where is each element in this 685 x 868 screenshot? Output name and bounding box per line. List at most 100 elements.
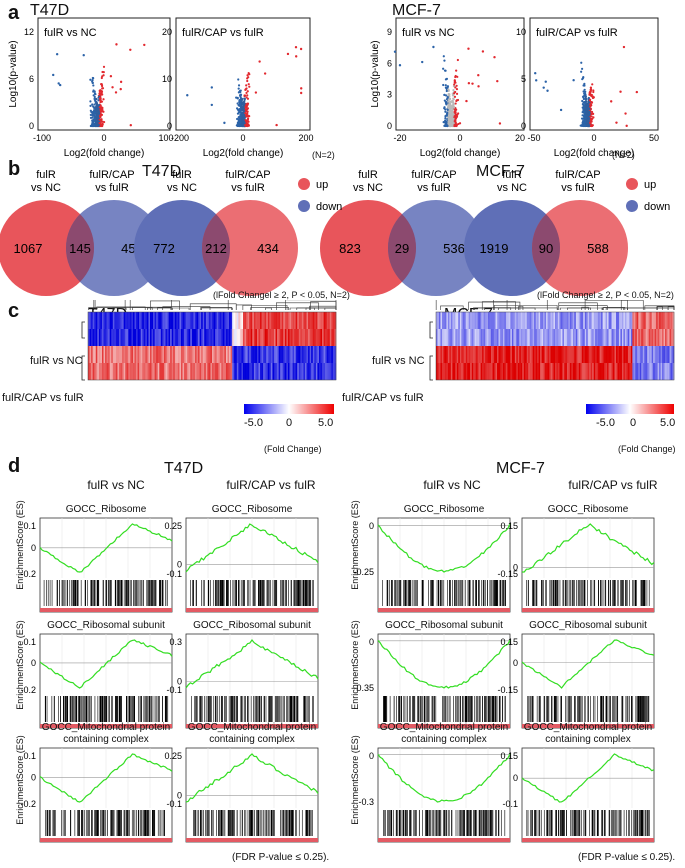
volcano-title: fulR/CAP vs fulR <box>536 27 618 39</box>
volcano-point <box>453 122 455 124</box>
volcano-point <box>456 76 458 78</box>
volcano-point <box>101 84 103 86</box>
venn-right-label: vs fulR <box>95 182 129 194</box>
volcano-point <box>450 125 452 127</box>
volcano-point <box>592 89 594 91</box>
heatmap-labels: fulR vs NC fulR/CAP vs fulR fulR vs NC f… <box>0 300 685 460</box>
venn-left-label: vs NC <box>497 182 527 194</box>
legend-up-label: up <box>316 179 328 191</box>
volcano-point <box>583 83 585 85</box>
gsea-set-title: GOCC_Mitochondrial proteincontaining com… <box>30 722 182 746</box>
volcano-point <box>471 82 473 84</box>
volcano-point <box>580 62 582 64</box>
volcano-point <box>239 117 241 119</box>
volcano-point <box>582 96 584 98</box>
gsea-set-title: GOCC_Ribosomal subunit <box>512 620 664 632</box>
volcano-ytick: 6 <box>29 74 34 84</box>
volcano-point <box>432 46 434 48</box>
volcano-point <box>399 64 401 66</box>
volcano-point <box>560 109 562 111</box>
volcano-point <box>447 109 449 111</box>
volcano-point <box>238 99 240 101</box>
volcano-point <box>499 122 501 124</box>
volcano-n-note-mcf7: (N=2) <box>612 150 635 160</box>
volcano-point <box>264 72 266 74</box>
cell-title-mcf7-d: MCF-7 <box>496 460 545 478</box>
volcano-point <box>456 116 458 118</box>
volcano-point <box>247 121 249 123</box>
volcano-point <box>83 54 85 56</box>
fdr-note-t47d: (FDR P-value ≤ 0.25). <box>232 852 329 863</box>
volcano-point <box>454 76 456 78</box>
volcano-point <box>92 77 94 79</box>
volcano-point <box>588 101 590 103</box>
scale-mid-mcf7: 0 <box>630 417 636 429</box>
gsea-ylabel-3: EnrichmentScore (ES) <box>15 730 25 830</box>
volcano-point <box>244 106 246 108</box>
scale-mid-t47d: 0 <box>286 417 292 429</box>
gsea-set-title: GOCC_Ribosomal subunit <box>176 620 328 632</box>
volcano-point <box>99 94 101 96</box>
volcano-point <box>93 123 95 125</box>
volcano-point <box>493 56 495 58</box>
volcano-point <box>454 111 456 113</box>
volcano-xlabel: Log2(fold change) <box>420 148 501 159</box>
venn-left-label: fulR <box>358 169 378 181</box>
venn-right-count: 536 <box>443 241 465 256</box>
gsea-set-title: GOCC_Ribosome <box>30 504 182 516</box>
volcano-point <box>450 119 452 121</box>
venn-note-mcf7: (lFold Changel ≥ 2, P < 0.05, N=2) <box>537 290 674 300</box>
gsea-ytick: -0.1 <box>166 799 182 809</box>
gsea-set-title: GOCC_Ribosomal subunit <box>368 620 520 632</box>
volcano-point <box>583 125 585 127</box>
volcano-point <box>585 98 587 100</box>
gsea-set-title: GOCC_Mitochondrial proteincontaining com… <box>512 722 664 746</box>
volcano-point <box>442 68 444 70</box>
scale-label-mcf7: (Fold Change) <box>618 444 676 454</box>
volcano-point <box>245 92 247 94</box>
volcano-point <box>56 53 58 55</box>
venn-mid-count: 145 <box>69 241 91 256</box>
volcano-point <box>246 77 248 79</box>
volcano-point <box>446 90 448 92</box>
volcano-point <box>454 79 456 81</box>
volcano-point <box>244 112 246 114</box>
volcano-ytick: 0 <box>29 121 34 131</box>
gsea-ytick: 0.1 <box>23 637 36 647</box>
volcano-point <box>97 124 99 126</box>
gsea-ytick: -0.3 <box>358 797 374 807</box>
volcano-point <box>57 82 59 84</box>
volcano-point <box>238 84 240 86</box>
gsea-rank-bar <box>186 608 318 612</box>
venn-left-count: 1919 <box>480 241 509 256</box>
volcano-point <box>589 122 591 124</box>
volcano-point <box>300 87 302 89</box>
volcano-point <box>545 80 547 82</box>
volcano-ytick: 3 <box>387 90 392 100</box>
volcano-point <box>91 80 93 82</box>
volcano-point <box>287 53 289 55</box>
volcano-xlabel: Log2(fold change) <box>203 148 284 159</box>
volcano-point <box>456 93 458 95</box>
gsea-panel: 0.10-0.20.250-0.10-0.250.150-0.150.10-0.… <box>0 490 685 850</box>
volcano-point <box>443 106 445 108</box>
volcano-point <box>496 80 498 82</box>
volcano-point <box>625 125 627 127</box>
volcano-point <box>102 98 104 100</box>
volcano-point <box>94 117 96 119</box>
volcano-point <box>243 100 245 102</box>
scale-label-t47d: (Fold Change) <box>264 444 322 454</box>
volcano-point <box>589 105 591 107</box>
volcano-point <box>619 91 621 93</box>
volcano-point <box>246 104 248 106</box>
volcano-point <box>245 114 247 116</box>
volcano-point <box>546 90 548 92</box>
volcano-point <box>535 79 537 81</box>
volcano-point <box>445 84 447 86</box>
volcano-point <box>455 100 457 102</box>
volcano-point <box>235 97 237 99</box>
volcano-point <box>465 100 467 102</box>
volcano-point <box>102 111 104 113</box>
volcano-point <box>89 79 91 81</box>
scale-min-t47d: -5.0 <box>244 417 263 429</box>
